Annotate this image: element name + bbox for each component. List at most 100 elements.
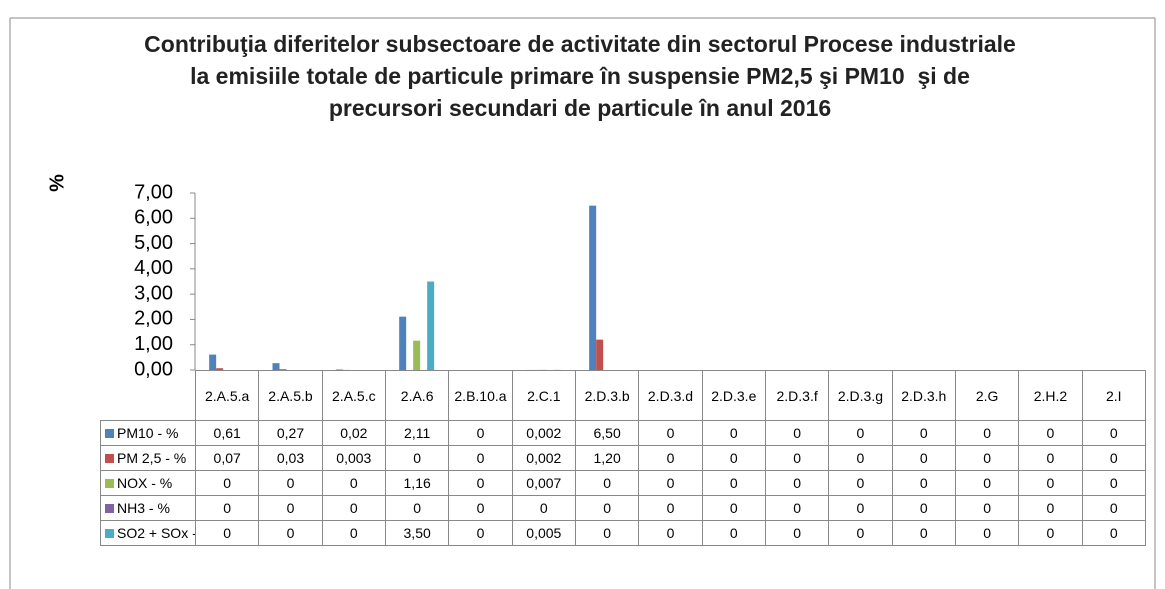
legend-item: PM10 - %	[100, 420, 196, 446]
data-label: 6,50	[574, 420, 640, 446]
data-label: 0	[764, 420, 830, 446]
legend-swatch	[105, 504, 114, 513]
y-tick-label: 7,00	[134, 181, 173, 203]
chart-title: Contribuţia diferitelor subsectoare de a…	[144, 31, 1016, 121]
legend-swatch	[105, 479, 114, 488]
data-label: 0	[448, 445, 513, 471]
y-tick-label: 2,00	[134, 308, 173, 330]
data-label: 0,02	[321, 420, 386, 446]
data-label: 0,003	[321, 445, 386, 471]
data-label: 0,03	[258, 445, 323, 471]
data-label: 0	[1081, 520, 1146, 546]
data-label: 0	[764, 445, 830, 471]
header-row: 2.A.5.a 2.A.5.b 2.A.5.c 2.A.6 2.B.10.a 2.C.1 2…	[100, 370, 1146, 421]
data-label: 0	[891, 470, 956, 496]
bar	[272, 363, 280, 370]
data-label: 0	[954, 520, 1020, 546]
data-label: 0	[764, 520, 830, 546]
data-label: 0	[954, 420, 1020, 446]
legend-swatch	[105, 529, 114, 538]
data-label: 0	[448, 520, 513, 546]
data-label: 0	[384, 445, 450, 471]
data-table: 2.A.5.a 2.A.5.b 2.A.5.c 2.A.6 2.B.10.a 2.C.1 2…	[100, 370, 1146, 546]
data-label: 0,07	[194, 445, 260, 471]
data-label: 0	[1018, 445, 1083, 471]
x-tick-label: 2.I	[1081, 370, 1146, 421]
data-label: 0	[194, 470, 260, 496]
data-label: 0	[891, 495, 956, 521]
x-tick-label: 2.D.3.d	[638, 370, 703, 421]
y-tick-label: 3,00	[134, 282, 173, 304]
data-label: 0	[1081, 445, 1146, 471]
data-label: 0	[1018, 520, 1083, 546]
data-label: 0	[701, 520, 766, 546]
table-row: NH3 - % 0 0 0 0 0 0 0 0 0 0 0 0 0 0 0	[100, 495, 1146, 521]
legend-label: PM10 - %	[117, 425, 179, 441]
x-tick-label: 2.D.3.b	[574, 370, 640, 421]
data-label: 0	[701, 420, 766, 446]
data-label: 0	[638, 445, 703, 471]
data-label: 0	[258, 470, 323, 496]
x-tick-label: 2.B.10.a	[448, 370, 513, 421]
data-label: 0	[1018, 495, 1083, 521]
bar	[399, 316, 407, 370]
bar	[279, 369, 287, 370]
table-row: PM10 - % 0,61 0,27 0,02 2,11 0 0,002 6,50 0 0 0 0 0 0…	[100, 420, 1146, 446]
legend-swatch	[105, 429, 114, 438]
data-label: 1,20	[574, 445, 640, 471]
data-label: 0	[448, 470, 513, 496]
legend-label: NOX - %	[117, 475, 173, 491]
data-label: 0	[828, 495, 893, 521]
data-label: 0	[891, 420, 956, 446]
y-tick-label: 5,00	[134, 232, 173, 254]
x-tick-label: 2.G	[954, 370, 1020, 421]
data-label: 0	[764, 495, 830, 521]
data-label: 0	[638, 520, 703, 546]
data-label: 0	[891, 445, 956, 471]
data-label: 0	[828, 420, 893, 446]
y-tick-label: 6,00	[134, 207, 173, 229]
data-label: 0,002	[511, 420, 576, 446]
data-label: 0	[828, 445, 893, 471]
data-label: 0	[194, 520, 260, 546]
data-label: 0	[891, 520, 956, 546]
data-label: 0,002	[511, 445, 576, 471]
x-tick-label: 2.A.6	[384, 370, 450, 421]
x-tick-label: 2.D.3.h	[891, 370, 956, 421]
data-label: 0	[384, 495, 450, 521]
legend-swatch	[105, 454, 114, 463]
data-label: 0	[258, 520, 323, 546]
bar	[596, 339, 604, 370]
data-label: 0	[574, 495, 640, 521]
bar	[413, 340, 421, 370]
y-axis-label: %	[46, 174, 68, 192]
data-label: 0	[1018, 420, 1083, 446]
legend-item: PM 2,5 - %	[100, 445, 196, 471]
x-tick-label: 2.H.2	[1018, 370, 1083, 421]
data-label: 0	[828, 520, 893, 546]
table-row: PM 2,5 - % 0,07 0,03 0,003 0 0 0,002 1,20 0 0 0 0 0 0…	[100, 445, 1146, 471]
data-label: 0,61	[194, 420, 260, 446]
x-tick-label: 2.D.3.g	[828, 370, 893, 421]
x-tick-label: 2.A.5.a	[194, 370, 260, 421]
data-label: 0	[321, 495, 386, 521]
data-label: 0	[954, 445, 1020, 471]
y-tick-label: 4,00	[134, 257, 173, 279]
bar	[209, 354, 217, 370]
data-label: 0	[448, 420, 513, 446]
data-label: 0	[511, 495, 576, 521]
legend-label: PM 2,5 - %	[117, 450, 187, 466]
data-label: 0	[448, 495, 513, 521]
x-tick-label: 2.D.3.f	[764, 370, 830, 421]
data-label: 0	[954, 495, 1020, 521]
data-label: 0,005	[511, 520, 576, 546]
table-row: NOX - % 0 0 0 1,16 0 0,007 0 0 0 0 0 0 0 0 0	[100, 470, 1146, 496]
legend-label: NH3 - %	[117, 500, 170, 516]
data-label: 0	[321, 470, 386, 496]
legend-item: NOX - %	[100, 470, 196, 496]
data-label: 2,11	[384, 420, 450, 446]
data-label: 0	[701, 495, 766, 521]
data-label: 0	[828, 470, 893, 496]
